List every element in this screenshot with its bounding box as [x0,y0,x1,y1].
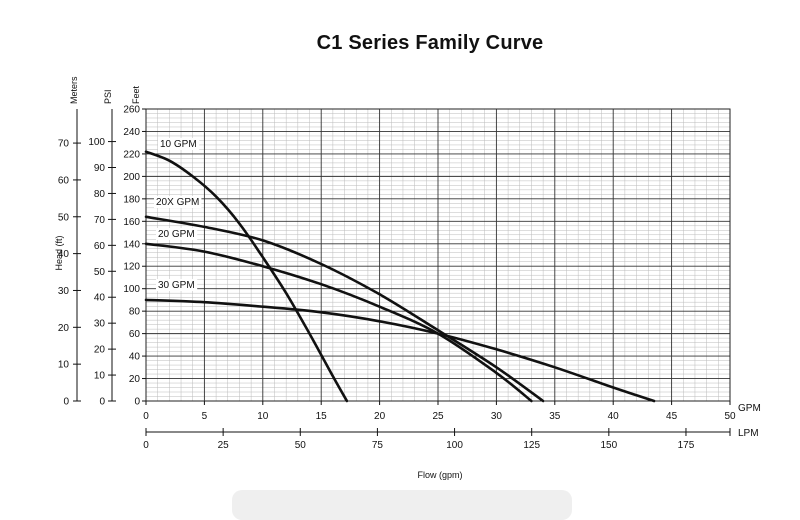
x-gpm-tick-label: 30 [491,411,503,422]
y-psi-tick-label: 20 [94,345,106,356]
x-gpm-tick-label: 45 [666,411,678,422]
y-feet-tick-label: 240 [123,127,140,138]
y-feet-tick-label: 160 [123,217,140,228]
x-unit-lpm: LPM [738,428,759,439]
x-unit-gpm: GPM [738,403,761,414]
y-feet-tick-label: 220 [123,149,140,160]
y-feet-tick-label: 40 [129,352,141,363]
tick-labels: 0 5 10 15 20 25 30 35 40 45 500 25 50 75 100 125 150 1750… [58,105,736,452]
series-labels: 10 GPM 20X GPM 20 GPM 30 GPM [154,138,202,291]
y-feet-tick-label: 120 [123,262,140,273]
y-meters-tick-label: 0 [63,397,69,408]
y-feet-tick-label: 100 [123,284,140,295]
series-label-20x-gpm: 20X GPM [156,197,199,208]
y-meters-tick-label: 60 [58,175,70,186]
axis-units: GPM LPM Feet PSI Meters [69,76,761,439]
y-feet-tick-label: 260 [123,105,140,116]
x-lpm-tick-label: 0 [143,440,149,451]
chart-title: C1 Series Family Curve [316,32,544,54]
y-axis-title: Head (ft) [54,235,64,270]
x-lpm-tick-label: 75 [372,440,384,451]
series-label-30-gpm: 30 GPM [158,280,195,291]
y-psi-tick-label: 40 [94,293,106,304]
y-meters-tick-label: 10 [58,360,70,371]
x-lpm-tick-label: 25 [218,440,230,451]
y-psi-tick-label: 0 [99,397,105,408]
curve-30-gpm [144,298,656,403]
major-grid [145,108,731,402]
x-gpm-tick-label: 25 [432,411,444,422]
series-label-20-gpm: 20 GPM [158,229,195,240]
x-gpm-tick-label: 0 [143,411,149,422]
x-gpm-tick-label: 20 [374,411,386,422]
series-label-bg [158,138,200,150]
y-feet-tick-label: 80 [129,307,141,318]
axis-lines [73,108,731,436]
y-unit-psi: PSI [103,89,113,104]
x-lpm-tick-label: 50 [295,440,307,451]
y-psi-tick-label: 50 [94,267,106,278]
y-feet-tick-label: 0 [134,397,140,408]
x-axis-title: Flow (gpm) [417,470,462,480]
x-lpm-tick-label: 125 [523,440,540,451]
y-meters-tick-label: 30 [58,286,70,297]
series-label-10-gpm: 10 GPM [160,139,197,150]
series-label-bg [154,196,202,208]
x-lpm-tick-label: 175 [678,440,695,451]
x-gpm-tick-label: 50 [724,411,736,422]
y-unit-feet: Feet [131,85,141,104]
y-unit-meters: Meters [69,76,79,104]
x-gpm-tick-label: 5 [202,411,208,422]
y-psi-tick-label: 80 [94,189,106,200]
y-feet-tick-label: 200 [123,172,140,183]
x-gpm-tick-label: 35 [549,411,561,422]
y-meters-tick-label: 20 [58,323,70,334]
curve-10-gpm [144,150,349,403]
curve-20x-gpm [144,215,545,403]
curve-20-gpm [144,242,533,403]
x-lpm-tick-label: 100 [446,440,463,451]
y-meters-tick-label: 50 [58,212,70,223]
y-psi-tick-label: 70 [94,215,106,226]
y-psi-tick-label: 10 [94,371,106,382]
x-gpm-tick-label: 40 [608,411,620,422]
y-feet-tick-label: 60 [129,329,141,340]
x-gpm-tick-label: 15 [316,411,328,422]
x-lpm-tick-label: 150 [600,440,617,451]
series-label-bg [156,279,198,291]
curves [144,150,656,403]
y-feet-tick-label: 140 [123,239,140,250]
bottom-overlay-bar [232,490,572,520]
y-psi-tick-label: 90 [94,163,106,174]
x-gpm-tick-label: 10 [257,411,269,422]
y-feet-tick-label: 180 [123,194,140,205]
y-psi-tick-label: 60 [94,241,106,252]
series-label-bg [156,228,198,240]
chart-svg: 10 GPM 20X GPM 20 GPM 30 GPM 0 5 10 15 20 25 30 35… [54,76,761,480]
y-psi-tick-label: 30 [94,319,106,330]
y-feet-tick-label: 20 [129,374,141,385]
y-meters-tick-label: 70 [58,139,70,150]
y-psi-tick-label: 100 [88,137,105,148]
y-meters-tick-label: 40 [58,249,70,260]
